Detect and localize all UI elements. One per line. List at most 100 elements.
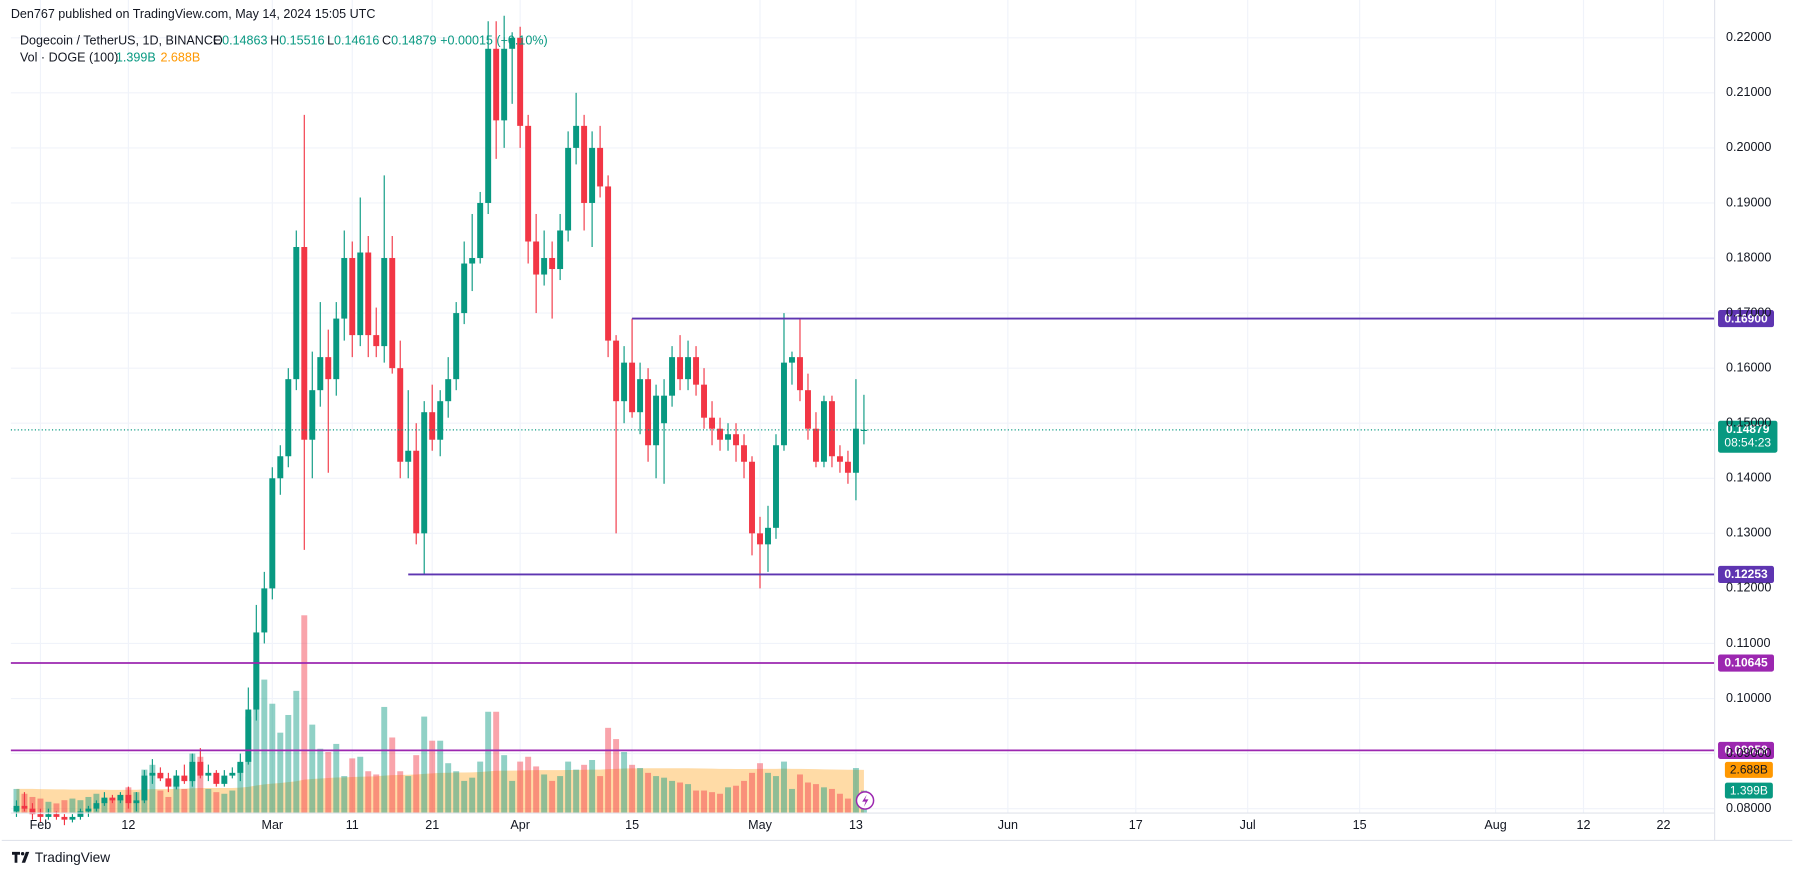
- candle-body: [637, 379, 644, 413]
- candle-body: [485, 48, 492, 203]
- candle-body: [101, 797, 108, 804]
- candle-body: [181, 775, 188, 782]
- candle-body: [469, 258, 476, 264]
- volume-bar: [725, 787, 731, 814]
- candle-body: [29, 808, 36, 815]
- volume-bar: [836, 793, 843, 814]
- grid: [10, 0, 1715, 814]
- overlays: 0.16900 0.12253 0.10645 0.09058 0.1487908:54…: [10, 310, 1778, 799]
- candle-body: [61, 816, 68, 820]
- volume-bar: [373, 774, 380, 814]
- volume-bar: [53, 803, 60, 814]
- volume-bar: [269, 703, 276, 814]
- candle-body: [397, 368, 404, 462]
- x-tick-label: Feb: [30, 818, 52, 832]
- volume-bar: [445, 763, 452, 814]
- volume-bar: [229, 790, 236, 814]
- volume-bar: [757, 763, 763, 814]
- candle-body: [421, 412, 428, 534]
- level-badge: [1718, 310, 1774, 328]
- volume-bar: [69, 798, 76, 814]
- candle-body: [781, 362, 787, 446]
- symbol: Dogecoin / TetherUS, 1D, BINANCE: [20, 33, 221, 47]
- volume-bar: [517, 761, 524, 814]
- volume-ma-badge-label: 2.688B: [1730, 763, 1768, 777]
- volume-bar: [597, 776, 604, 814]
- candle-body: [317, 357, 324, 391]
- volume-bar: [293, 690, 300, 814]
- volume-bar: [437, 740, 444, 814]
- candle-body: [852, 428, 859, 473]
- candle-body: [93, 803, 100, 809]
- candle-body: [333, 318, 340, 380]
- candle-body: [836, 456, 843, 462]
- candle-body: [157, 772, 164, 779]
- close-value: 0.14879: [391, 33, 436, 47]
- volume-bar: [805, 782, 811, 814]
- candle-body: [501, 48, 508, 121]
- volume-bar: [461, 780, 468, 814]
- candle-body: [613, 340, 620, 402]
- candle-body: [389, 258, 396, 369]
- x-tick-label: Apr: [510, 818, 530, 832]
- y-tick-label: 0.10000: [1726, 691, 1771, 705]
- volume-bar: [381, 706, 388, 814]
- volume-bar: [685, 784, 692, 814]
- candle-body: [757, 533, 763, 545]
- x-tick-label: Jun: [998, 818, 1018, 832]
- volume-bar: [669, 780, 676, 814]
- candle-body: [165, 778, 172, 787]
- candle-body: [309, 390, 316, 440]
- volume-bar: [357, 756, 364, 814]
- volume-bar: [773, 776, 779, 814]
- volume-badge-label: 1.399B: [1730, 783, 1768, 797]
- volume-bar: [533, 766, 540, 814]
- candle-body: [549, 258, 556, 270]
- alert-icon[interactable]: [855, 791, 875, 810]
- candle-body: [405, 450, 412, 462]
- footer-brand: TradingView: [35, 850, 110, 865]
- candle-body: [69, 816, 76, 820]
- volume-bar: [173, 784, 180, 814]
- candle-body: [541, 258, 548, 275]
- candle-body: [685, 357, 692, 380]
- close-label: C: [382, 33, 391, 47]
- candle-body: [269, 478, 276, 589]
- candle-body: [341, 258, 348, 319]
- candle-body: [509, 37, 516, 49]
- volume-bar: [741, 780, 747, 814]
- candle-body: [533, 241, 540, 275]
- candle-body: [661, 395, 668, 424]
- candle-body: [653, 395, 660, 446]
- candle-body: [805, 390, 811, 429]
- volume-bar: [797, 774, 803, 814]
- candle-body: [237, 761, 244, 773]
- y-tick-label: 0.11000: [1726, 636, 1770, 650]
- volume-bar: [589, 759, 596, 814]
- candle-body: [285, 379, 292, 457]
- candle-body: [109, 797, 116, 801]
- candle-body: [813, 428, 819, 462]
- candle-body: [277, 456, 284, 479]
- candle-body: [117, 794, 124, 801]
- volume-bar: [325, 751, 332, 814]
- level-badge: [1718, 654, 1774, 672]
- volume-bar: [844, 798, 851, 814]
- volume-bar: [509, 780, 516, 814]
- candle-body: [197, 761, 204, 776]
- volume-bar: [45, 801, 52, 814]
- volume-bar: [549, 780, 556, 814]
- volume-ma-value: 2.688B: [160, 51, 200, 65]
- candle-body: [629, 362, 636, 413]
- last-price-label: 0.14879: [1726, 422, 1770, 436]
- candle-body: [125, 794, 132, 804]
- volume-bar: [477, 761, 484, 814]
- x-tick-label: 17: [1129, 818, 1143, 832]
- volume-bar: [581, 764, 588, 814]
- candle-body: [85, 808, 92, 812]
- candle-body: [701, 384, 708, 418]
- volume-bar: [341, 776, 348, 814]
- volume-bar: [765, 772, 771, 814]
- change: +0.00015 (+0.10%): [440, 33, 547, 47]
- volume-bar: [429, 740, 436, 814]
